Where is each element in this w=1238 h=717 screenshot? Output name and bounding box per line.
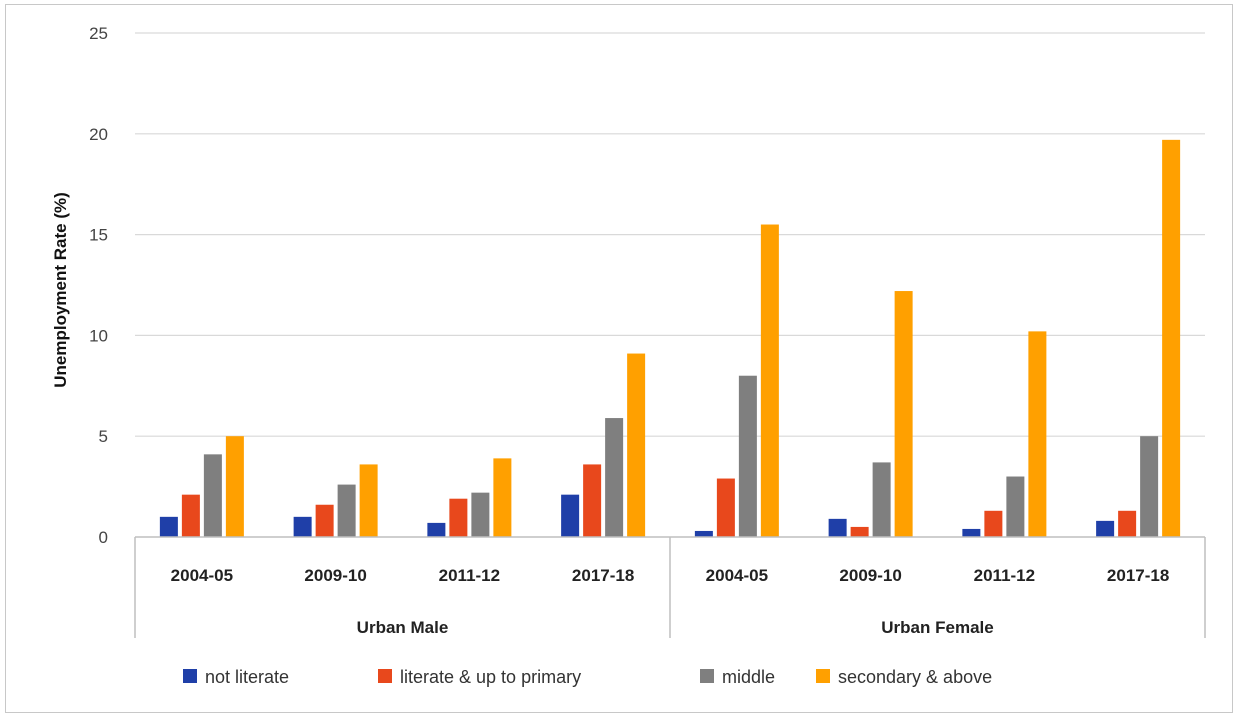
bar xyxy=(760,224,779,537)
bar xyxy=(583,464,602,537)
bar xyxy=(1118,510,1137,537)
x-tick-label: 2017-18 xyxy=(572,566,634,585)
y-tick-label: 0 xyxy=(99,528,108,547)
bar xyxy=(181,494,200,537)
legend-swatch xyxy=(183,669,197,683)
bar xyxy=(716,478,735,537)
legend-label: secondary & above xyxy=(838,667,992,687)
bar xyxy=(293,516,312,537)
bar xyxy=(159,516,178,537)
bar xyxy=(315,504,334,537)
bar xyxy=(1096,520,1115,537)
bar xyxy=(427,522,446,537)
bar xyxy=(984,510,1003,537)
bar xyxy=(894,291,913,537)
y-tick-label: 10 xyxy=(89,326,108,345)
x-tick-label: 2009-10 xyxy=(839,566,901,585)
chart-frame xyxy=(5,4,1233,713)
bar xyxy=(561,494,580,537)
bar xyxy=(1028,331,1047,537)
bar xyxy=(1006,476,1025,537)
x-tick-label: 2004-05 xyxy=(706,566,768,585)
y-tick-label: 5 xyxy=(99,427,108,446)
bar xyxy=(872,462,891,537)
bar xyxy=(449,498,468,537)
bar xyxy=(203,454,222,537)
bar xyxy=(828,518,847,537)
y-tick-label: 20 xyxy=(89,125,108,144)
y-tick-label: 25 xyxy=(89,24,108,43)
y-axis-title: Unemployment Rate (%) xyxy=(51,192,70,388)
bar xyxy=(337,484,356,537)
legend-label: not literate xyxy=(205,667,289,687)
legend-label: middle xyxy=(722,667,775,687)
x-tick-label: 2004-05 xyxy=(171,566,233,585)
x-tick-label: 2011-12 xyxy=(974,566,1035,585)
x-tick-label: 2017-18 xyxy=(1107,566,1169,585)
bar xyxy=(962,528,981,537)
bar xyxy=(359,464,378,537)
y-tick-label: 15 xyxy=(89,226,108,245)
bar xyxy=(1140,436,1159,537)
bar xyxy=(471,492,490,537)
x-group-label: Urban Female xyxy=(881,618,993,637)
bar xyxy=(627,353,646,537)
bar xyxy=(1162,139,1181,537)
bar xyxy=(605,418,624,537)
x-tick-label: 2009-10 xyxy=(304,566,366,585)
legend-swatch xyxy=(378,669,392,683)
bar xyxy=(694,530,713,537)
legend-swatch xyxy=(700,669,714,683)
bar xyxy=(225,436,244,537)
x-tick-label: 2011-12 xyxy=(439,566,500,585)
bar xyxy=(738,375,757,537)
legend-label: literate & up to primary xyxy=(400,667,581,687)
bar xyxy=(850,526,869,537)
legend-swatch xyxy=(816,669,830,683)
bar xyxy=(493,458,512,537)
x-group-label: Urban Male xyxy=(357,618,449,637)
